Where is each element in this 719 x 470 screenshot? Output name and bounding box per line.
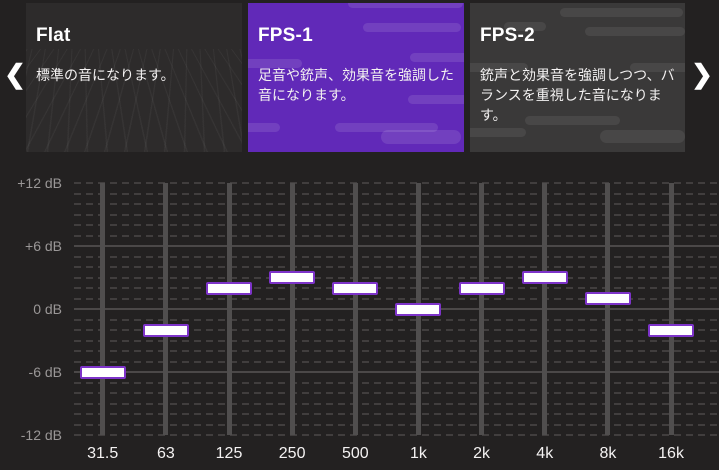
card-pill-decoration bbox=[348, 3, 463, 8]
card-pill-decoration bbox=[248, 59, 302, 68]
preset-card-fps-1[interactable]: FPS-1 足音や銃声、効果音を強調した音になります。 bbox=[248, 3, 464, 152]
chevron-right-icon[interactable]: ❯ bbox=[689, 54, 715, 94]
eq-gridline-minor bbox=[74, 266, 719, 268]
preset-title: FPS-1 bbox=[258, 25, 313, 46]
eq-band-handle-125[interactable] bbox=[206, 281, 252, 295]
preset-card-flat[interactable]: Flat 標準の音になります。 bbox=[26, 3, 242, 152]
eq-gridline-minor bbox=[74, 287, 719, 289]
preset-carousel: ❮ Flat 標準の音になります。 FPS-1 足音や銃声、効果音を強調した音に… bbox=[0, 0, 719, 160]
eq-gridline-minor bbox=[74, 434, 719, 436]
eq-band-track-16k[interactable] bbox=[668, 183, 674, 435]
eq-gridline-minor bbox=[74, 234, 719, 237]
eq-gridline-minor bbox=[74, 402, 719, 405]
eq-gridline-major bbox=[74, 371, 719, 373]
eq-gridline-minor bbox=[74, 329, 719, 331]
eq-band-freq-label: 1k bbox=[409, 445, 427, 462]
eq-gridline-minor bbox=[74, 255, 719, 258]
card-pill-decoration bbox=[585, 27, 685, 36]
eq-axis-tick-label: -12 dB bbox=[20, 427, 62, 443]
card-pill-decoration bbox=[335, 123, 438, 132]
preset-title: Flat bbox=[36, 25, 71, 46]
eq-band-freq-label: 2k bbox=[473, 445, 491, 462]
card-pill-decoration bbox=[410, 53, 464, 62]
eq-gridline-minor bbox=[74, 213, 719, 216]
eq-band-freq-label: 500 bbox=[341, 445, 369, 462]
card-pill-decoration bbox=[408, 95, 464, 104]
eq-gridline-minor bbox=[74, 381, 719, 384]
eq-band-handle-1k[interactable] bbox=[395, 302, 442, 316]
eq-band-freq-label: 125 bbox=[215, 445, 243, 462]
eq-band-track-63[interactable] bbox=[163, 183, 169, 435]
card-pill-decoration bbox=[560, 8, 683, 17]
eq-gridline-minor bbox=[74, 297, 719, 300]
preset-description: 足音や銃声、効果音を強調した音になります。 bbox=[258, 67, 454, 103]
card-pill-decoration bbox=[630, 63, 685, 72]
eq-axis-tick-label: -6 dB bbox=[28, 364, 62, 380]
eq-band-freq-label: 4k bbox=[536, 445, 554, 462]
eq-axis-tick-label: 0 dB bbox=[33, 301, 62, 317]
eq-gridline-major bbox=[74, 245, 719, 247]
eq-gridline-minor bbox=[74, 413, 719, 415]
card-pill-decoration bbox=[248, 123, 280, 132]
preset-card-fps-2[interactable]: FPS-2 銃声と効果音を強調しつつ、バランスを重視した音になります。 bbox=[470, 3, 685, 152]
card-pill-decoration bbox=[470, 63, 528, 72]
eq-band-track-2k[interactable] bbox=[479, 183, 485, 435]
eq-gridline-minor bbox=[74, 339, 719, 342]
eq-band-freq-label: 250 bbox=[278, 445, 306, 462]
eq-band-freq-label: 16k bbox=[658, 445, 684, 462]
eq-band-track-250[interactable] bbox=[289, 183, 295, 435]
eq-band-freq-label: 8k bbox=[599, 445, 617, 462]
eq-band-track-4k[interactable] bbox=[542, 183, 548, 435]
eq-band-track-8k[interactable] bbox=[605, 183, 611, 435]
eq-band-handle-500[interactable] bbox=[332, 281, 379, 295]
preset-title: FPS-2 bbox=[480, 25, 535, 46]
eq-gridline-minor bbox=[74, 318, 719, 321]
eq-axis-tick-label: +6 dB bbox=[25, 238, 62, 254]
chevron-left-icon[interactable]: ❮ bbox=[2, 54, 28, 94]
eq-band-freq-label: 31.5 bbox=[87, 445, 119, 462]
eq-axis-tick-label: +12 dB bbox=[17, 175, 62, 191]
eq-gridline-minor bbox=[74, 203, 719, 205]
preset-description: 銃声と効果音を強調しつつ、バランスを重視した音になります。 bbox=[480, 67, 675, 123]
card-pill-decoration bbox=[525, 116, 620, 125]
equalizer-panel: +12 dB +6 dB 0 dB -6 dB -12 dB 31.5 63 125 250 50… bbox=[0, 160, 719, 470]
eq-band-handle-4k[interactable] bbox=[521, 271, 568, 284]
eq-band-handle-250[interactable] bbox=[269, 271, 316, 284]
eq-band-track-500[interactable] bbox=[352, 183, 358, 435]
card-pill-decoration bbox=[600, 130, 685, 143]
eq-band-handle-63[interactable] bbox=[142, 323, 189, 337]
card-pill-decoration bbox=[470, 128, 526, 137]
eq-band-freq-label: 63 bbox=[156, 445, 175, 462]
card-pill-decoration bbox=[363, 23, 461, 32]
eq-gridline-minor bbox=[74, 423, 719, 426]
eq-band-track-125[interactable] bbox=[226, 183, 232, 435]
eq-gridline-minor bbox=[74, 224, 719, 226]
eq-band-handle-8k[interactable] bbox=[584, 292, 631, 305]
eq-band-handle-31.5[interactable] bbox=[79, 365, 126, 379]
eq-gridline-minor bbox=[74, 192, 719, 195]
eq-gridline-minor bbox=[74, 276, 719, 279]
eq-gridline-minor bbox=[74, 360, 719, 363]
eq-band-track-31.5[interactable] bbox=[100, 183, 106, 435]
eq-band-handle-2k[interactable] bbox=[458, 281, 505, 295]
eq-band-handle-16k[interactable] bbox=[648, 323, 695, 337]
card-pill-decoration bbox=[504, 22, 546, 31]
eq-gridline-minor bbox=[74, 350, 719, 352]
eq-gridline-minor bbox=[74, 182, 719, 184]
eq-gridline-minor bbox=[74, 392, 719, 394]
card-pill-decoration bbox=[381, 130, 461, 144]
preset-description: 標準の音になります。 bbox=[36, 67, 175, 83]
